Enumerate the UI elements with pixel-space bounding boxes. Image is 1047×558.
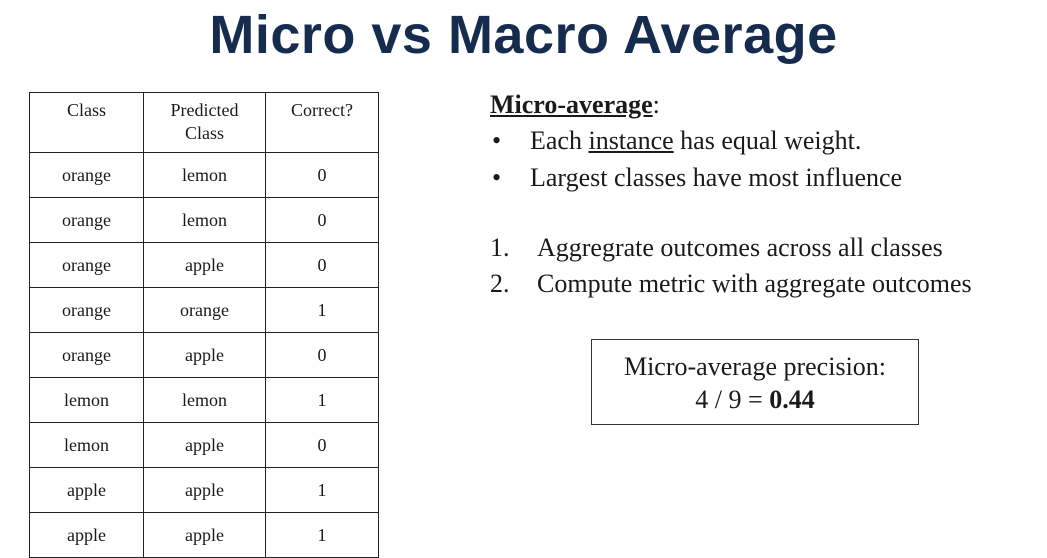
cell-correct: 0 bbox=[265, 422, 379, 468]
cell-class: orange bbox=[29, 332, 144, 378]
cell-correct: 1 bbox=[265, 287, 379, 333]
step-text: Compute metric with aggregate outcomes bbox=[537, 269, 972, 298]
result-expression: 4 / 9 = bbox=[695, 385, 770, 414]
cell-correct: 0 bbox=[265, 152, 379, 198]
table-row: apple apple 1 bbox=[29, 512, 379, 558]
header-predicted-line2: Class bbox=[184, 123, 224, 143]
result-expression-line: 4 / 9 = 0.44 bbox=[592, 383, 918, 416]
header-predicted-line1: Predicted bbox=[170, 100, 239, 120]
slide-title: Micro vs Macro Average bbox=[209, 5, 838, 65]
cell-correct: 0 bbox=[265, 332, 379, 378]
cell-class: orange bbox=[29, 197, 144, 243]
table-row: apple apple 1 bbox=[29, 467, 379, 513]
cell-predicted: apple bbox=[143, 512, 266, 558]
step-number: 1. bbox=[490, 233, 510, 262]
header-predicted-class: Predicted Class bbox=[143, 92, 266, 153]
cell-predicted: apple bbox=[143, 242, 266, 288]
bullet-equal-weight: • Each instance has equal weight. bbox=[490, 122, 1045, 159]
cell-predicted: apple bbox=[143, 467, 266, 513]
cell-predicted: orange bbox=[143, 287, 266, 333]
bullet-list: • Each instance has equal weight. • Larges… bbox=[490, 122, 1045, 196]
step-number: 2. bbox=[490, 269, 510, 298]
cell-predicted: lemon bbox=[143, 152, 266, 198]
cell-correct: 0 bbox=[265, 242, 379, 288]
table-row: orange apple 0 bbox=[29, 242, 379, 288]
table-row: lemon apple 0 bbox=[29, 422, 379, 468]
cell-predicted: lemon bbox=[143, 377, 266, 423]
micro-average-heading-text: Micro-average bbox=[490, 90, 653, 119]
heading-colon: : bbox=[652, 90, 660, 119]
cell-class: lemon bbox=[29, 422, 144, 468]
cell-predicted: apple bbox=[143, 332, 266, 378]
bullet1-after: has equal weight. bbox=[673, 126, 862, 155]
cell-predicted: apple bbox=[143, 422, 266, 468]
step-item: 2. Compute metric with aggregate outcomes bbox=[490, 266, 1045, 302]
table-row: orange lemon 0 bbox=[29, 197, 379, 243]
step-text: Aggregrate outcomes across all classes bbox=[537, 233, 943, 262]
result-label: Micro-average precision: bbox=[623, 352, 887, 381]
bullet1-underlined-word: instance bbox=[588, 126, 674, 155]
table-header-row: Class Predicted Class Correct? bbox=[29, 92, 379, 153]
cell-correct: 0 bbox=[265, 197, 379, 243]
table-row: orange apple 0 bbox=[29, 332, 379, 378]
predictions-table: Class Predicted Class Correct? orange le… bbox=[29, 92, 379, 558]
cell-correct: 1 bbox=[265, 377, 379, 423]
table-row: lemon lemon 1 bbox=[29, 377, 379, 423]
cell-class: apple bbox=[29, 467, 144, 513]
cell-class: orange bbox=[29, 287, 144, 333]
header-correct: Correct? bbox=[265, 92, 379, 153]
bullet2-text: Largest classes have most influence bbox=[530, 163, 903, 192]
steps-list: 1. Aggregrate outcomes across all classes… bbox=[490, 230, 1045, 302]
result-value: 0.44 bbox=[769, 385, 815, 414]
bullet-dot: • bbox=[492, 163, 502, 192]
cell-class: lemon bbox=[29, 377, 144, 423]
table-row: orange orange 1 bbox=[29, 287, 379, 333]
bullet-largest-classes: • Largest classes have most influence bbox=[490, 159, 1045, 196]
cell-predicted: lemon bbox=[143, 197, 266, 243]
step-item: 1. Aggregrate outcomes across all classes bbox=[490, 230, 1045, 266]
precision-result-box: Micro-average precision: 4 / 9 = 0.44 bbox=[591, 339, 919, 425]
cell-class: apple bbox=[29, 512, 144, 558]
cell-class: orange bbox=[29, 152, 144, 198]
table-row: orange lemon 0 bbox=[29, 152, 379, 198]
micro-average-heading: Micro-average: bbox=[490, 88, 1045, 122]
bullet-dot: • bbox=[492, 126, 502, 155]
micro-average-panel: Micro-average: • Each instance has equal … bbox=[490, 88, 1045, 328]
cell-class: orange bbox=[29, 242, 144, 288]
header-class: Class bbox=[29, 92, 144, 153]
bullet1-before: Each bbox=[530, 126, 589, 155]
cell-correct: 1 bbox=[265, 467, 379, 513]
